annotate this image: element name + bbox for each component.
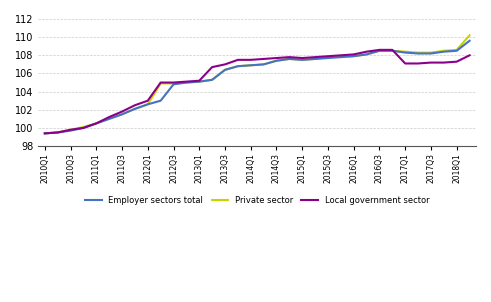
Legend: Employer sectors total, Private sector, Local government sector: Employer sectors total, Private sector, … — [82, 192, 433, 208]
